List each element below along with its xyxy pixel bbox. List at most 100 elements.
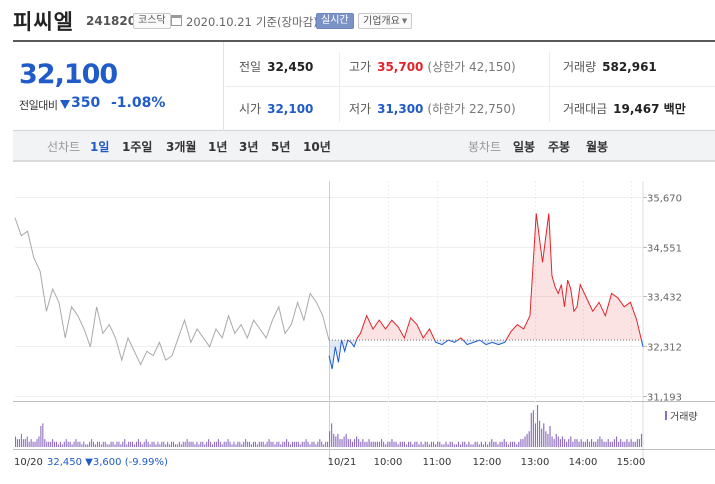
- volume-value: 582,961: [602, 60, 657, 74]
- volume-bar: [247, 441, 249, 447]
- price-chart: 35,670 34,551 33,432 32,312 31,193 거래량 10/20 10…: [13, 161, 715, 484]
- change-label: 전일대비: [19, 99, 58, 112]
- volume-bar: [280, 444, 282, 447]
- volume-bar: [120, 444, 122, 447]
- quote-panel: 32,100 전일대비 350 -1.08% 전일 32,450 고가 35,700…: [13, 40, 715, 131]
- volume-bar: [391, 439, 393, 447]
- volume-bar: [268, 439, 270, 447]
- volume-bar: [186, 439, 188, 447]
- volume-bar: [489, 441, 491, 447]
- tab-1-year[interactable]: 1년: [208, 140, 228, 154]
- lower-limit: (하한가 22,750): [427, 102, 516, 116]
- volume-bar: [295, 441, 297, 447]
- tab-weekly-candle[interactable]: 주봉: [548, 140, 571, 154]
- volume-bar: [176, 444, 178, 447]
- volume-bar: [472, 444, 474, 447]
- volume-bar: [108, 444, 110, 447]
- volume-bar: [96, 441, 98, 447]
- prev-day-percent: (-9.99%): [125, 457, 168, 468]
- volume-bar: [75, 439, 77, 447]
- volume-bar: [196, 441, 198, 447]
- tab-monthly-candle[interactable]: 월봉: [586, 140, 609, 154]
- volume-bar: [561, 436, 564, 447]
- prev-day-summary: 32,450 ▼3,600 (-9.99%): [47, 457, 168, 468]
- volume-bar: [28, 441, 30, 447]
- volume-bar: [570, 436, 572, 447]
- price-chart-svg: 35,670 34,551 33,432 32,312 31,193 거래량 10/20 10…: [13, 161, 715, 468]
- volume-bar: [34, 441, 36, 447]
- volume-bar: [157, 441, 159, 447]
- volume-bar: [319, 439, 321, 447]
- trade-value: 거래대금 19,467 백만: [563, 100, 686, 117]
- volume-bar: [163, 441, 165, 447]
- volume-bar: [536, 405, 539, 447]
- volume-bar: [341, 439, 343, 447]
- volume-bar: [184, 441, 186, 447]
- volume-bar: [345, 433, 347, 447]
- tab-3-years[interactable]: 3년: [239, 140, 259, 154]
- volume-bar: [122, 441, 124, 447]
- volume-bar: [495, 441, 497, 447]
- volume-bar: [331, 423, 333, 447]
- volume-bar: [104, 441, 106, 447]
- volume-bar: [22, 439, 24, 447]
- volume-bar: [182, 441, 184, 447]
- volume-bar: [420, 441, 422, 447]
- quote-date-basis: 기준(장마감): [255, 15, 318, 29]
- volume-bar: [428, 444, 430, 447]
- company-info-button[interactable]: 기업개요 ▼: [358, 13, 413, 29]
- column-divider: [549, 52, 550, 122]
- candle-chart-label: 봉차트: [468, 140, 502, 154]
- x-tick-label: 10/21: [328, 457, 357, 468]
- volume-bar: [151, 441, 153, 447]
- prev-day-close: 32,450: [47, 457, 85, 468]
- volume-bar: [551, 436, 553, 447]
- volume-bar: [487, 444, 489, 447]
- volume-bar: [397, 444, 399, 447]
- volume-bar: [588, 441, 591, 447]
- volume-bar: [30, 439, 32, 447]
- volume-bar: [116, 441, 118, 447]
- volume-bar: [264, 444, 266, 447]
- volume-bar: [141, 444, 143, 447]
- volume-bar: [493, 441, 495, 447]
- tab-1-day[interactable]: 1일: [90, 140, 110, 154]
- tab-5-years[interactable]: 5년: [271, 140, 291, 154]
- volume-bar: [478, 444, 480, 447]
- volume-bar: [315, 444, 317, 447]
- volume-bar: [252, 441, 255, 447]
- volume-bar: [202, 441, 204, 447]
- tab-3-months[interactable]: 3개월: [166, 140, 197, 154]
- tab-daily-candle[interactable]: 일봉: [513, 140, 536, 154]
- volume-bar: [130, 441, 132, 447]
- volume-bar: [276, 441, 278, 447]
- volume-bar: [582, 441, 584, 447]
- volume-bar: [83, 441, 85, 447]
- volume-bar: [67, 441, 69, 447]
- volume-bar: [374, 441, 376, 447]
- volume-bar: [293, 441, 295, 447]
- volume-bar: [301, 441, 303, 447]
- tab-10-years[interactable]: 10년: [303, 140, 331, 154]
- volume-bar: [547, 433, 549, 447]
- volume-bar: [541, 428, 543, 447]
- stock-header: 피씨엘 241820 코스닥 2020.10.21 기준(장마감) 실시간 기업개…: [0, 0, 715, 40]
- volume-bar: [309, 444, 311, 447]
- volume-bar: [624, 441, 626, 447]
- volume-bar: [46, 441, 48, 447]
- volume-bar: [114, 444, 116, 447]
- volume-bar: [215, 441, 217, 447]
- volume-bar: [356, 436, 358, 447]
- volume-bar: [223, 441, 225, 447]
- live-button[interactable]: 실시간: [316, 13, 354, 29]
- high-price: 고가 35,700 (상한가 42,150): [349, 58, 516, 75]
- y-tick-label: 34,551: [647, 244, 682, 255]
- volume-bar: [106, 444, 108, 447]
- tab-1-week[interactable]: 1주일: [122, 140, 153, 154]
- volume-legend-swatch: [665, 411, 667, 420]
- trade-value-value: 19,467 백만: [613, 102, 686, 116]
- volume-bar: [250, 444, 253, 447]
- volume-bar: [518, 441, 520, 447]
- volume-bar: [543, 423, 545, 447]
- volume-bar: [395, 441, 397, 447]
